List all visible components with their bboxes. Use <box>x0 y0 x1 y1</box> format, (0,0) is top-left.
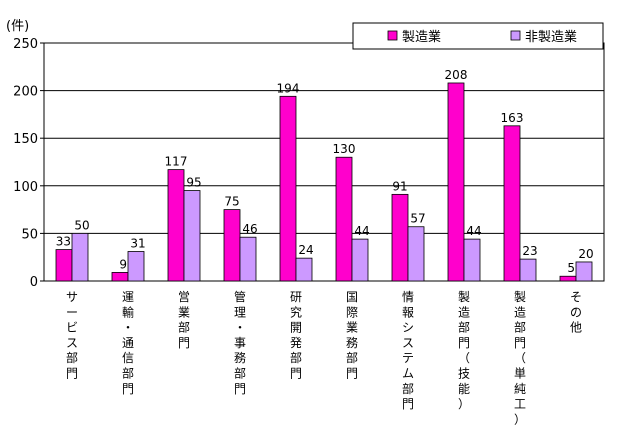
legend-label-non-manufacturing: 非製造業 <box>525 29 577 45</box>
y-tick-label: 0 <box>30 275 38 290</box>
data-label-non-manufacturing: 46 <box>242 222 257 236</box>
category-label: 国際業務部門 <box>346 290 358 381</box>
data-label-manufacturing: 194 <box>277 81 300 95</box>
bar-non-manufacturing <box>407 226 425 282</box>
data-label-manufacturing: 33 <box>56 235 71 249</box>
bar-manufacturing <box>111 272 129 282</box>
data-label-non-manufacturing: 31 <box>130 236 145 250</box>
data-label-manufacturing: 91 <box>392 179 407 193</box>
data-label-non-manufacturing: 23 <box>522 244 537 258</box>
category-label: その他 <box>570 290 582 335</box>
data-label-non-manufacturing: 57 <box>410 212 425 226</box>
bar-manufacturing <box>447 82 465 282</box>
category-label: サービス部門 <box>66 290 78 381</box>
y-axis: 0 50 100 150 200 250 <box>13 37 44 290</box>
bar-manufacturing <box>335 156 353 282</box>
bar-non-manufacturing <box>351 238 369 282</box>
bar-manufacturing <box>223 209 241 282</box>
y-tick-label: 100 <box>13 180 38 195</box>
category-label: 研究開発部門 <box>290 290 302 381</box>
data-label-non-manufacturing: 95 <box>186 176 201 190</box>
category-label: 管理・事務部門 <box>234 289 246 396</box>
data-label-manufacturing: 9 <box>119 257 127 271</box>
legend: 製造業 非製造業 <box>352 22 604 50</box>
bar-non-manufacturing <box>575 261 593 282</box>
legend-box <box>352 22 604 50</box>
plot-frame <box>43 42 605 282</box>
y-unit-label: (件) <box>6 19 29 34</box>
bar-non-manufacturing <box>519 258 537 282</box>
bar-non-manufacturing <box>71 232 89 282</box>
legend-swatch-non-manufacturing <box>510 30 521 41</box>
y-tick-label: 150 <box>13 132 38 147</box>
bar-non-manufacturing <box>239 236 257 282</box>
y-tick-label: 50 <box>21 227 38 242</box>
data-label-non-manufacturing: 50 <box>74 218 89 232</box>
data-label-manufacturing: 117 <box>165 155 188 169</box>
bar-manufacturing <box>279 95 297 282</box>
bar-manufacturing <box>503 125 521 282</box>
category-label: 営業部門 <box>178 290 190 350</box>
data-label-manufacturing: 163 <box>501 111 524 125</box>
y-tick-label: 250 <box>13 37 38 52</box>
data-label-manufacturing: 130 <box>333 142 356 156</box>
bar-manufacturing <box>559 275 577 282</box>
bars <box>55 82 593 282</box>
data-label-manufacturing: 208 <box>445 68 468 82</box>
bar-manufacturing <box>167 169 185 282</box>
data-label-manufacturing: 75 <box>224 195 239 209</box>
bar-non-manufacturing <box>183 190 201 282</box>
data-label-non-manufacturing: 44 <box>466 224 481 238</box>
category-labels: サービス部門 運輸・通信部門 営業部門 管理・事務部門 研究開発部門 国際業務部門 情報シス… <box>66 289 582 426</box>
y-tick-label: 200 <box>13 85 38 100</box>
data-label-non-manufacturing: 44 <box>354 224 369 238</box>
data-label-non-manufacturing: 20 <box>578 247 593 261</box>
category-label: 製造部門（技能） <box>458 290 470 411</box>
bar-manufacturing <box>55 249 73 282</box>
category-label: 運輸・通信部門 <box>122 290 134 396</box>
data-label-manufacturing: 5 <box>567 261 575 275</box>
bar-non-manufacturing <box>463 238 481 282</box>
bar-non-manufacturing <box>127 251 145 282</box>
bar-non-manufacturing <box>295 257 313 282</box>
data-label-non-manufacturing: 24 <box>298 243 313 257</box>
category-label: 製造部門（単純工） <box>514 290 526 426</box>
legend-label-manufacturing: 製造業 <box>402 29 441 45</box>
bar-manufacturing <box>391 193 409 282</box>
category-label: 情報システム部門 <box>402 290 414 411</box>
legend-swatch-manufacturing <box>387 30 398 41</box>
